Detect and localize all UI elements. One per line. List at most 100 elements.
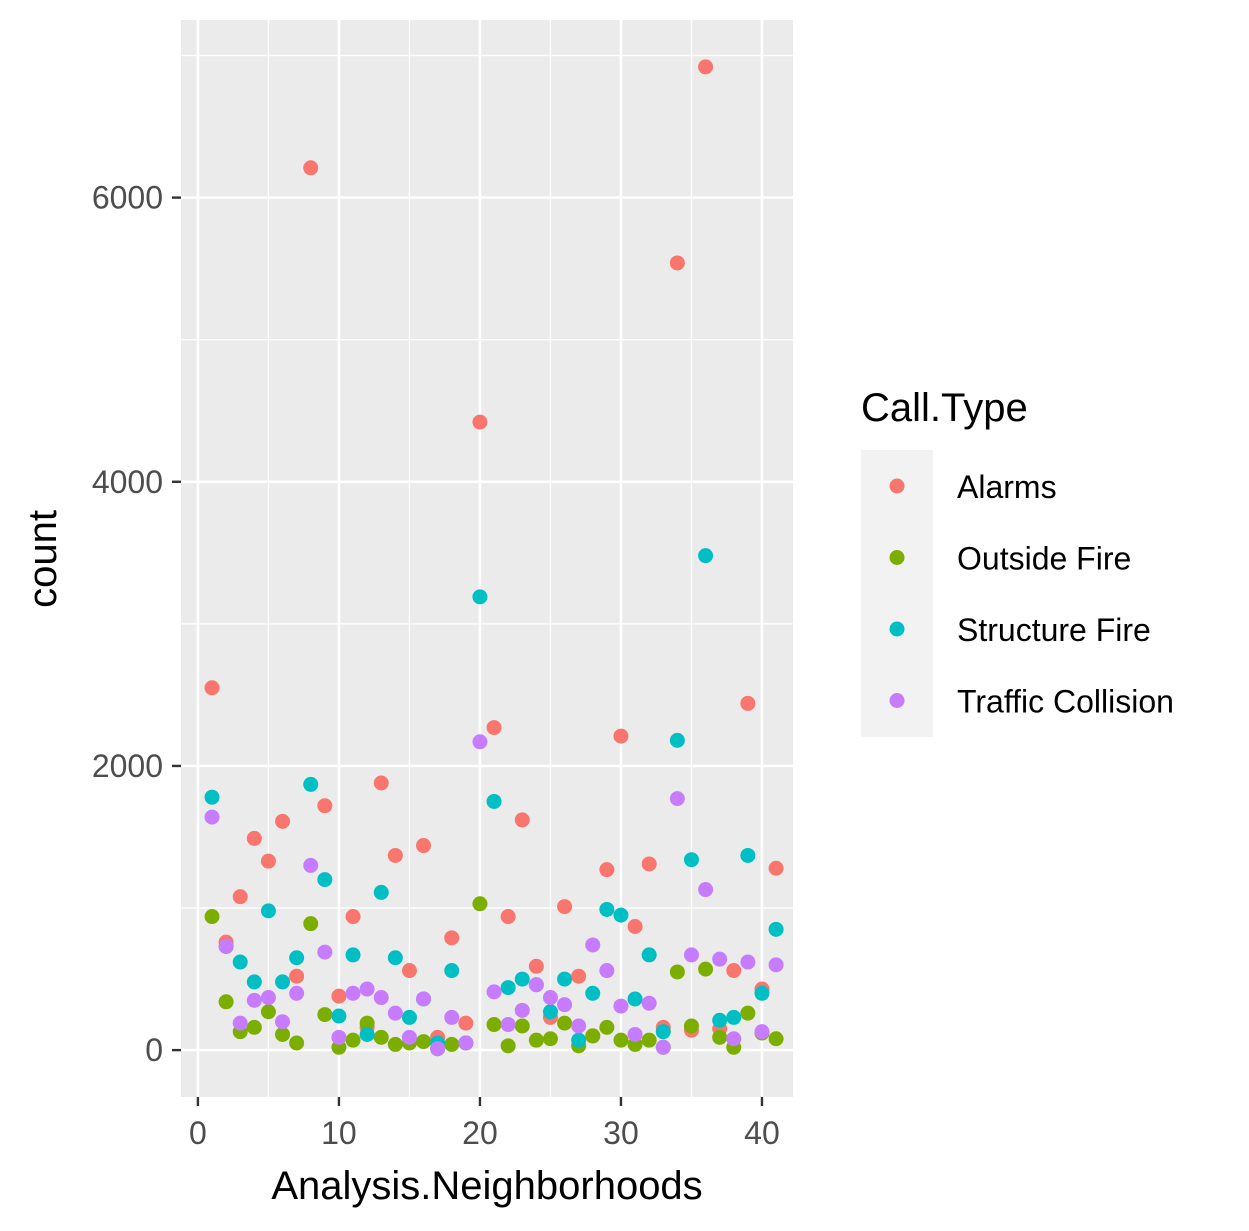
legend-key — [889, 550, 905, 565]
data-point — [232, 889, 248, 905]
data-point — [359, 1015, 375, 1031]
data-point — [246, 830, 262, 846]
y-tick-label: 4000 — [92, 464, 163, 500]
data-point — [289, 968, 305, 984]
data-point — [528, 1032, 544, 1048]
data-point — [218, 994, 234, 1010]
data-point — [416, 991, 432, 1007]
data-point — [218, 938, 234, 954]
data-point — [599, 901, 615, 917]
data-point — [669, 964, 685, 980]
data-point — [204, 680, 220, 696]
data-point — [387, 1005, 403, 1021]
data-point — [627, 918, 643, 934]
data-point — [486, 984, 502, 1000]
legend-title: Call.Type — [861, 386, 1028, 430]
x-tick-label: 20 — [462, 1115, 498, 1151]
data-point — [472, 589, 488, 605]
data-point — [204, 809, 220, 825]
data-point — [246, 1019, 262, 1035]
data-point — [345, 1032, 361, 1048]
data-point — [289, 985, 305, 1001]
data-point — [458, 1015, 474, 1031]
data-point — [683, 1018, 699, 1034]
data-point — [303, 916, 319, 932]
data-point — [260, 990, 276, 1006]
data-point — [740, 954, 756, 970]
minor-gridlines — [181, 20, 793, 1097]
x-tick-label: 10 — [321, 1115, 357, 1151]
data-point — [486, 720, 502, 736]
data-point — [528, 977, 544, 993]
x-tick-label: 40 — [744, 1115, 780, 1151]
y-axis-label: count — [21, 510, 65, 608]
data-point — [331, 1008, 347, 1024]
data-point — [585, 1028, 601, 1044]
data-point — [232, 954, 248, 970]
data-point — [317, 872, 333, 888]
data-point — [571, 1018, 587, 1034]
legend-label: Structure Fire — [957, 612, 1151, 648]
legend: Call.Type Alarms Outside Fire Structure Fi… — [861, 386, 1174, 737]
data-point — [289, 1035, 305, 1051]
data-point — [416, 1034, 432, 1050]
data-point — [472, 896, 488, 912]
data-point — [571, 968, 587, 984]
data-point — [726, 963, 742, 979]
data-point — [698, 961, 714, 977]
data-point — [345, 985, 361, 1001]
data-point — [275, 974, 291, 990]
data-point — [768, 921, 784, 937]
data-point — [430, 1041, 446, 1057]
series-3 — [204, 734, 784, 1057]
series-2 — [204, 548, 784, 1051]
x-tick-label: 30 — [603, 1115, 639, 1151]
legend-label: Outside Fire — [957, 541, 1131, 577]
data-point — [232, 1015, 248, 1031]
data-point — [514, 1018, 530, 1034]
data-point — [373, 1029, 389, 1045]
data-point — [246, 974, 262, 990]
data-point — [768, 957, 784, 973]
data-point — [712, 1012, 728, 1028]
y-tick-label: 0 — [145, 1032, 163, 1068]
data-point — [444, 1009, 460, 1025]
data-point — [260, 1004, 276, 1020]
data-point — [401, 1009, 417, 1025]
data-point — [698, 548, 714, 564]
data-point — [345, 909, 361, 925]
major-gridlines — [181, 20, 793, 1097]
data-point — [754, 985, 770, 1001]
data-point — [599, 963, 615, 979]
data-point — [655, 1039, 671, 1055]
data-point — [557, 997, 573, 1013]
data-point — [345, 947, 361, 963]
data-point — [444, 930, 460, 946]
data-point — [669, 732, 685, 748]
data-point — [331, 988, 347, 1004]
data-point — [768, 1031, 784, 1047]
data-point — [387, 950, 403, 966]
y-tick-label: 6000 — [92, 180, 163, 216]
legend-label: Alarms — [957, 469, 1057, 505]
data-point — [683, 947, 699, 963]
data-point — [599, 1019, 615, 1035]
legend-key — [889, 621, 905, 637]
data-point — [458, 1035, 474, 1051]
data-point — [373, 775, 389, 791]
data-point — [740, 1005, 756, 1021]
x-tick-label: 0 — [189, 1115, 207, 1151]
data-point — [557, 1015, 573, 1031]
data-point — [303, 857, 319, 873]
legend-label: Traffic Collision — [957, 684, 1174, 720]
data-point — [641, 856, 657, 872]
data-point — [486, 1017, 502, 1033]
data-point — [768, 860, 784, 876]
data-point — [387, 847, 403, 863]
data-point — [317, 1007, 333, 1023]
data-point — [514, 1002, 530, 1018]
data-point — [528, 958, 544, 974]
data-point — [641, 1032, 657, 1048]
data-point — [416, 838, 432, 854]
